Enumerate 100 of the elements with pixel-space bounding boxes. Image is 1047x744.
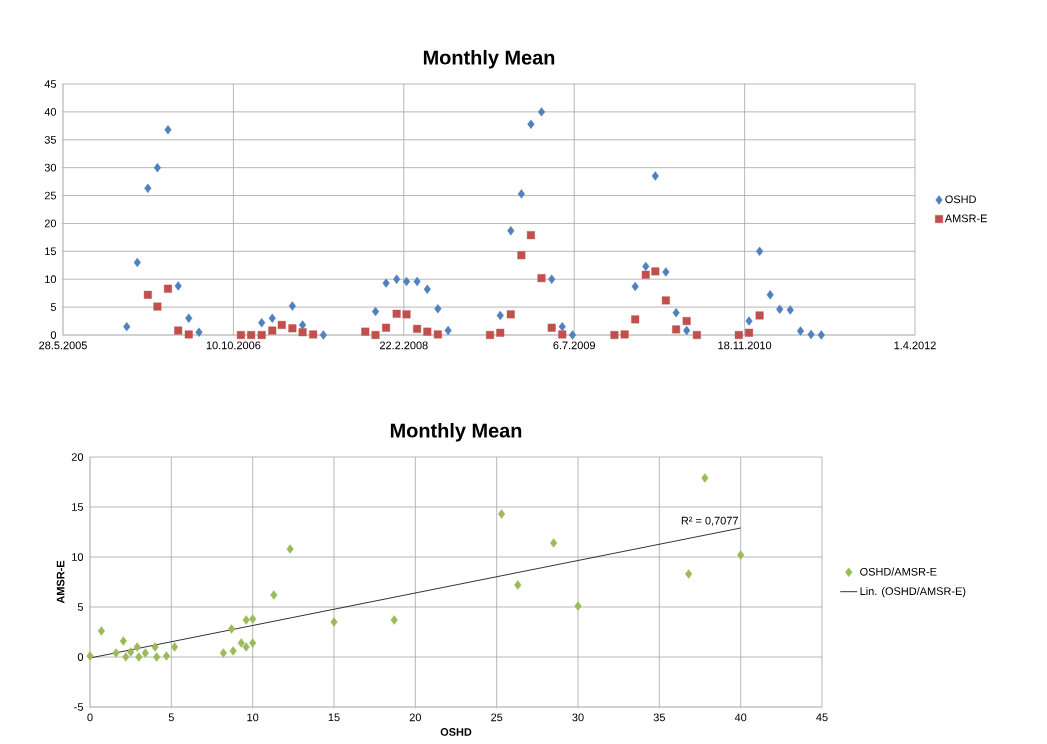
x-tick-label: 5 xyxy=(168,713,174,722)
point xyxy=(517,189,525,199)
y-tick-label: 5 xyxy=(77,603,84,611)
point xyxy=(550,538,558,548)
point xyxy=(527,119,535,129)
point xyxy=(672,325,681,334)
y-tick-label: 5 xyxy=(50,303,57,311)
point xyxy=(299,320,307,330)
point xyxy=(393,274,401,284)
point xyxy=(330,617,338,627)
x-tick-label: 0 xyxy=(87,713,93,722)
point xyxy=(174,326,183,335)
point xyxy=(286,544,294,554)
point xyxy=(257,331,266,339)
y-tick-label: 40 xyxy=(44,108,57,116)
point xyxy=(745,328,754,337)
point xyxy=(392,309,401,318)
point xyxy=(642,261,650,272)
point xyxy=(537,274,546,283)
point xyxy=(496,328,505,337)
point xyxy=(382,278,390,288)
legend-label: OSHD/AMSR-E xyxy=(860,567,937,576)
point xyxy=(153,162,161,173)
point xyxy=(486,331,495,339)
x-axis-title: OSHD xyxy=(440,728,472,736)
legend-label: OSHD xyxy=(945,195,976,204)
point xyxy=(672,308,680,318)
point xyxy=(631,281,639,292)
point xyxy=(683,325,691,336)
point xyxy=(242,615,250,625)
point xyxy=(817,330,825,340)
point xyxy=(219,648,227,658)
point xyxy=(144,183,152,193)
point xyxy=(371,306,380,317)
x-tick-label: 15 xyxy=(328,713,340,722)
y-tick-label: -5 xyxy=(74,703,84,711)
point xyxy=(236,331,245,339)
y-tick-label: 10 xyxy=(72,553,84,561)
y-tick-label: 30 xyxy=(44,163,57,172)
point xyxy=(97,626,105,636)
point xyxy=(514,580,522,590)
point xyxy=(734,331,743,339)
point xyxy=(402,310,411,319)
point xyxy=(444,325,452,336)
point xyxy=(135,652,143,662)
y-tick-label: 35 xyxy=(44,135,57,144)
point xyxy=(506,310,515,319)
point xyxy=(574,601,582,611)
point xyxy=(537,107,546,117)
point xyxy=(776,304,784,315)
point xyxy=(119,636,127,646)
point xyxy=(766,290,774,300)
point xyxy=(133,257,141,268)
point xyxy=(651,267,660,276)
point xyxy=(547,323,556,332)
point xyxy=(162,651,171,661)
point xyxy=(268,326,277,335)
y-tick-label: 45 xyxy=(44,80,57,88)
point xyxy=(662,267,670,277)
x-tick-label: 35 xyxy=(653,713,665,722)
x-tick-label: 25 xyxy=(491,713,503,722)
y-tick-label: 0 xyxy=(50,331,57,339)
point xyxy=(258,318,266,328)
point xyxy=(153,652,161,662)
point xyxy=(568,330,577,340)
point xyxy=(249,614,257,624)
point xyxy=(507,226,515,236)
x-tick-label: 18.11.2010 xyxy=(718,341,772,350)
point xyxy=(122,652,130,662)
point xyxy=(610,331,619,339)
point xyxy=(133,642,141,652)
point xyxy=(123,321,131,332)
point xyxy=(242,642,250,652)
point xyxy=(382,323,391,332)
y-tick-label: 20 xyxy=(44,219,57,228)
point xyxy=(517,251,526,260)
point xyxy=(558,321,566,332)
point xyxy=(184,330,193,339)
point xyxy=(423,327,432,336)
y-tick-label: 15 xyxy=(72,503,84,511)
point xyxy=(786,305,794,315)
y-tick-label: 15 xyxy=(45,247,57,256)
point xyxy=(277,320,286,329)
y-tick-label: 0 xyxy=(77,653,84,661)
point xyxy=(164,125,172,135)
point xyxy=(497,509,506,519)
y-tick-label: 10 xyxy=(45,275,57,284)
point xyxy=(651,171,659,181)
point xyxy=(807,329,815,340)
x-tick-label: 30 xyxy=(572,713,584,722)
point xyxy=(371,331,380,339)
point xyxy=(227,624,236,634)
point xyxy=(526,231,535,240)
point xyxy=(682,317,691,326)
point xyxy=(237,638,245,648)
point xyxy=(143,290,152,299)
point xyxy=(548,274,556,284)
point xyxy=(127,647,135,657)
point xyxy=(756,246,764,257)
point xyxy=(229,646,237,656)
